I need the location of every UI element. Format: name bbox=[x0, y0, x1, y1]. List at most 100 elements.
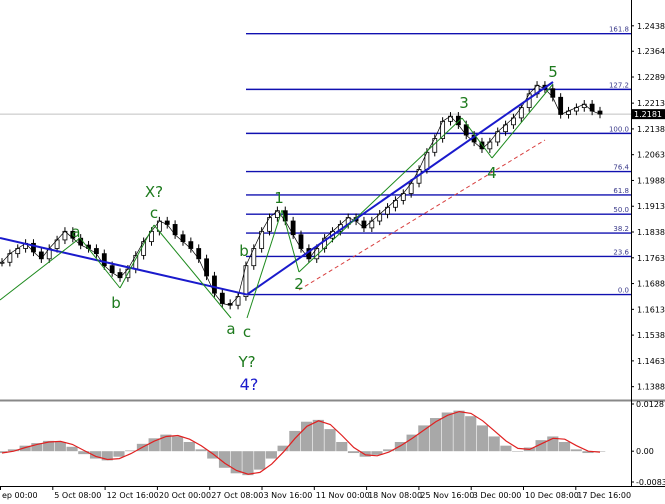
date-tick-label: 10 Dec 08:00 bbox=[525, 491, 579, 500]
fib-label-61.8: 61.8 bbox=[613, 187, 629, 195]
osc-bar bbox=[254, 451, 266, 470]
osc-bar bbox=[371, 451, 383, 455]
osc-bar bbox=[488, 436, 500, 452]
osc-bar bbox=[465, 416, 477, 452]
price-tick-label: 1.1838 bbox=[637, 228, 665, 237]
current-price-box bbox=[632, 109, 665, 120]
osc-bar bbox=[547, 436, 559, 452]
wave-label-a-left: a bbox=[71, 223, 80, 241]
fib-label-127.2: 127.2 bbox=[609, 81, 629, 89]
osc-bar bbox=[78, 451, 90, 455]
wave-label-x: X? bbox=[145, 183, 163, 201]
wave-label-1: 1 bbox=[274, 189, 284, 207]
fib-label-100.0: 100.0 bbox=[609, 125, 629, 133]
osc-bar bbox=[476, 425, 489, 452]
price-tick-label: 1.1613 bbox=[637, 305, 665, 314]
fib-label-23.6: 23.6 bbox=[613, 248, 629, 256]
date-tick-label: 5 Oct 08:00 bbox=[54, 491, 101, 500]
osc-bar bbox=[383, 449, 395, 452]
osc-bar bbox=[89, 451, 102, 459]
wave-label-4-question: 4? bbox=[240, 375, 259, 394]
osc-bar bbox=[31, 443, 43, 452]
price-tick-label: 1.1688 bbox=[637, 280, 665, 289]
osc-signal-line bbox=[1, 410, 601, 475]
osc-bar bbox=[218, 451, 231, 468]
osc-bar bbox=[406, 434, 418, 452]
price-tick-label: 1.2213 bbox=[637, 99, 665, 108]
osc-bar bbox=[324, 429, 336, 452]
candle-body bbox=[597, 110, 603, 115]
osc-bar bbox=[289, 430, 301, 452]
price-tick-label: 1.1763 bbox=[637, 254, 665, 263]
wave-label-a-bottom: a bbox=[226, 320, 235, 338]
osc-bar bbox=[7, 449, 20, 452]
fib-label-0.0: 0.0 bbox=[618, 287, 629, 295]
price-tick-label: 1.2438 bbox=[637, 22, 665, 31]
channel-green-i bbox=[491, 83, 554, 159]
wave-label-c-bottom: c bbox=[243, 323, 251, 341]
channel-green-c bbox=[119, 224, 155, 289]
osc-bar bbox=[172, 436, 184, 452]
fib-label-38.2: 38.2 bbox=[613, 225, 629, 233]
osc-bar bbox=[183, 441, 195, 452]
date-tick-label: ep 00:00 bbox=[2, 491, 38, 500]
osc-bar bbox=[312, 419, 324, 452]
wave-label-2: 2 bbox=[294, 275, 304, 293]
channel-green-f bbox=[281, 209, 300, 273]
wave-label-y: Y? bbox=[237, 353, 255, 371]
oscillator-panel bbox=[0, 410, 606, 476]
price-tick-label: 1.2063 bbox=[637, 151, 665, 160]
channel-green-d bbox=[153, 224, 232, 319]
fib-label-76.4: 76.4 bbox=[613, 164, 629, 172]
osc-bar bbox=[441, 412, 453, 452]
date-tick-label: 3 Nov 16:00 bbox=[264, 491, 313, 500]
osc-bar bbox=[125, 450, 137, 452]
osc-bar bbox=[512, 451, 524, 452]
fib-label-161.8: 161.8 bbox=[609, 26, 629, 34]
osc-bar bbox=[195, 449, 207, 452]
channel-green-e bbox=[246, 209, 283, 319]
osc-bar bbox=[207, 451, 219, 459]
osc-bar bbox=[418, 425, 430, 452]
price-tick-label: 1.1463 bbox=[637, 357, 665, 366]
wave-label-5: 5 bbox=[548, 63, 558, 81]
osc-bar bbox=[347, 451, 360, 454]
osc-bar bbox=[582, 451, 594, 454]
price-tick-label: 1.1538 bbox=[637, 331, 665, 340]
wave-label-c-left: c bbox=[150, 204, 158, 222]
date-tick-label: 25 Nov 16:00 bbox=[420, 491, 474, 500]
osc-bar bbox=[558, 441, 571, 452]
osc-bar bbox=[277, 445, 289, 452]
price-tick-label: 1.1388 bbox=[637, 383, 665, 392]
channel-green-h bbox=[461, 117, 493, 159]
date-tick-label: 18 Nov 08:00 bbox=[368, 491, 422, 500]
wave-label-4: 4 bbox=[487, 164, 497, 182]
osc-bar bbox=[594, 451, 606, 452]
osc-bar bbox=[359, 451, 371, 457]
osc-tick-label: 0.01281 bbox=[636, 400, 665, 409]
price-tick-label: 1.2138 bbox=[637, 125, 665, 134]
date-tick-label: 27 Oct 08:00 bbox=[211, 491, 263, 500]
osc-bar bbox=[230, 451, 242, 474]
current-price-label: 1.2181 bbox=[634, 110, 662, 119]
osc-bar bbox=[535, 440, 547, 452]
candle-body bbox=[0, 261, 5, 264]
osc-bar bbox=[101, 451, 113, 461]
channel-green-a bbox=[0, 237, 81, 301]
osc-bar bbox=[500, 445, 512, 452]
wave-label-3: 3 bbox=[459, 94, 469, 112]
osc-bar bbox=[394, 441, 406, 452]
wave-label-b-left: b bbox=[111, 294, 121, 312]
osc-bar bbox=[265, 451, 277, 459]
osc-bar bbox=[301, 421, 313, 452]
channel-green-b bbox=[79, 237, 121, 289]
osc-bar bbox=[0, 451, 8, 454]
fib-label-50.0: 50.0 bbox=[613, 206, 629, 214]
osc-bar bbox=[336, 441, 348, 452]
osc-bar bbox=[113, 451, 125, 457]
date-tick-label: 11 Nov 00:00 bbox=[316, 491, 370, 500]
channel-red-dashed bbox=[298, 139, 546, 291]
